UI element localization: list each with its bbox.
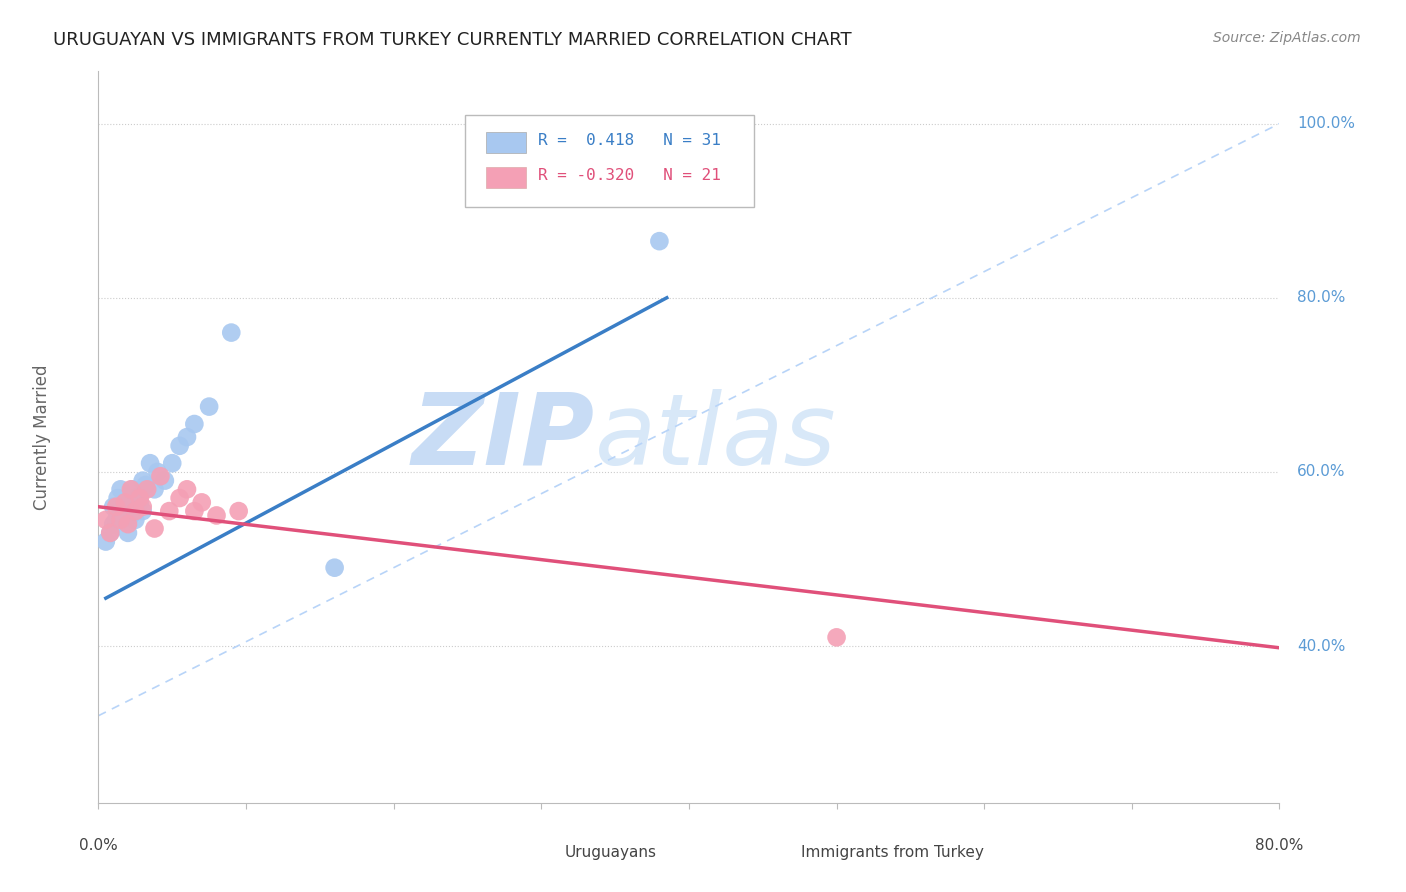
Point (117, 525, 139, 540)
Point (120, 508, 142, 523)
Point (94, 513, 117, 527)
Point (176, 483, 198, 497)
Point (105, 513, 128, 527)
FancyBboxPatch shape (522, 838, 553, 867)
Text: atlas: atlas (595, 389, 837, 485)
Point (136, 483, 159, 497)
Point (98, 525, 121, 540)
Text: Uruguayans: Uruguayans (565, 845, 657, 860)
Text: 80.0%: 80.0% (1298, 290, 1346, 305)
FancyBboxPatch shape (486, 132, 526, 153)
Point (107, 491, 129, 505)
FancyBboxPatch shape (758, 838, 789, 867)
Point (132, 504, 155, 518)
Point (162, 456, 183, 470)
Text: URUGUAYAN VS IMMIGRANTS FROM TURKEY CURRENTLY MARRIED CORRELATION CHART: URUGUAYAN VS IMMIGRANTS FROM TURKEY CURR… (53, 31, 852, 49)
Point (143, 521, 166, 535)
Text: 0.0%: 0.0% (79, 838, 118, 853)
Point (648, 234, 671, 248)
Point (124, 513, 146, 527)
FancyBboxPatch shape (486, 167, 526, 188)
Point (176, 430, 198, 444)
Point (139, 456, 162, 470)
Point (198, 400, 221, 414)
Point (98, 525, 121, 540)
Point (124, 504, 146, 518)
Text: 60.0%: 60.0% (1298, 465, 1346, 479)
Text: Source: ZipAtlas.com: Source: ZipAtlas.com (1213, 31, 1361, 45)
Point (146, 465, 169, 479)
Point (153, 474, 176, 488)
Point (132, 474, 155, 488)
Point (205, 508, 228, 523)
Point (103, 517, 125, 532)
Point (114, 500, 136, 514)
Point (128, 495, 150, 509)
Point (110, 513, 132, 527)
Point (128, 491, 150, 505)
Point (228, 504, 250, 518)
Point (94, 534, 117, 549)
Point (121, 483, 143, 497)
Point (117, 495, 139, 509)
Point (103, 500, 125, 514)
Point (169, 491, 191, 505)
Text: 100.0%: 100.0% (1298, 116, 1355, 131)
Text: 80.0%: 80.0% (1256, 838, 1303, 853)
Point (323, 560, 346, 574)
Point (132, 500, 155, 514)
Point (169, 439, 191, 453)
Point (825, 631, 848, 645)
Point (191, 495, 214, 509)
Point (221, 326, 243, 340)
Point (149, 469, 172, 483)
Text: 40.0%: 40.0% (1298, 639, 1346, 654)
Point (110, 504, 132, 518)
Point (157, 504, 180, 518)
Point (120, 483, 142, 497)
Text: ZIP: ZIP (412, 389, 595, 485)
Text: Immigrants from Turkey: Immigrants from Turkey (801, 845, 984, 860)
Point (135, 478, 157, 492)
Point (114, 495, 136, 509)
Point (143, 483, 166, 497)
Text: R =  0.418   N = 31: R = 0.418 N = 31 (537, 133, 721, 148)
Point (183, 417, 205, 431)
Text: Currently Married: Currently Married (32, 364, 51, 510)
Text: R = -0.320   N = 21: R = -0.320 N = 21 (537, 169, 721, 184)
Point (105, 500, 128, 514)
Point (183, 504, 205, 518)
Point (117, 517, 139, 532)
Point (124, 491, 146, 505)
Point (110, 483, 132, 497)
FancyBboxPatch shape (464, 115, 754, 207)
